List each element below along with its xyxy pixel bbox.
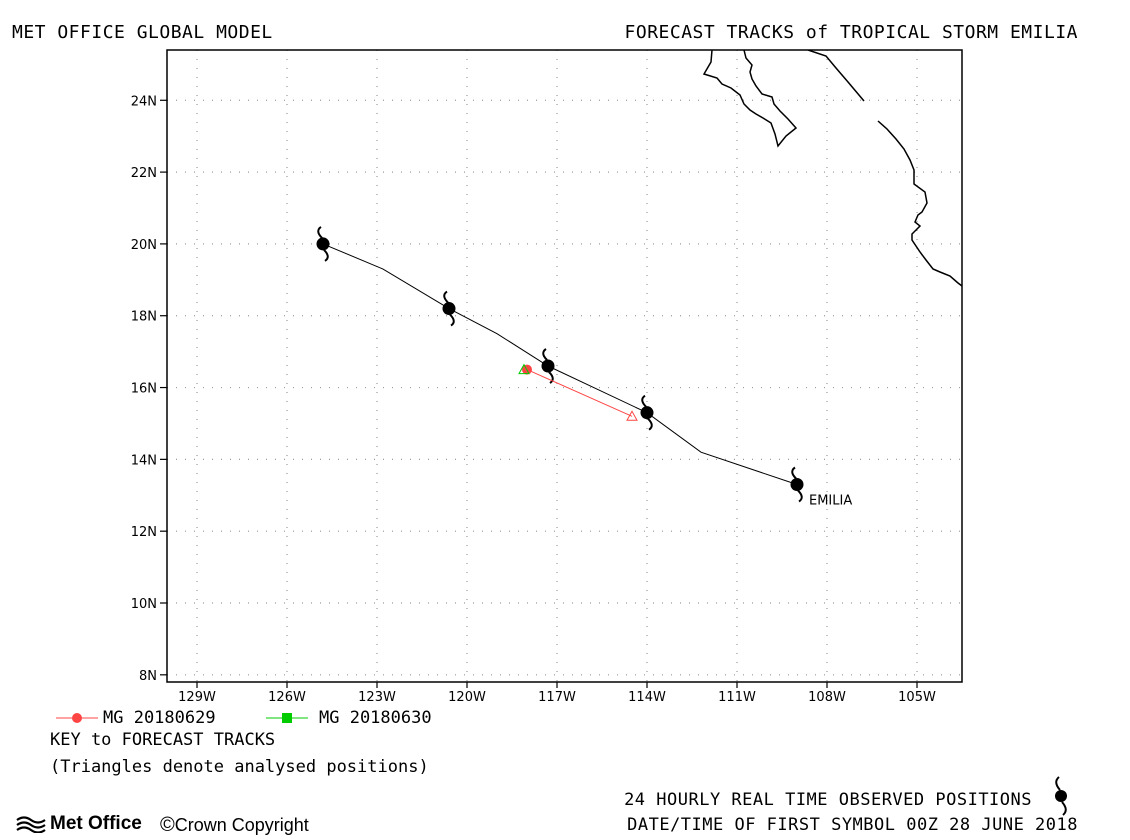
copyright-notice: ©Crown Copyright [160,814,309,837]
key-marker-mg-20180629 [72,713,82,723]
key-label-mg-20180630: MG 20180630 [319,708,432,728]
logo-text: Met Office [50,813,142,834]
observed-position-4 [316,226,330,262]
lat-tick-label-6: 20N [131,238,157,253]
observed-position-0 [790,466,804,503]
key-label-mg-20180629: MG 20180629 [103,708,216,728]
lat-tick-label-0: 8N [139,669,157,684]
observed-position-3 [442,290,456,327]
lat-tick-label-7: 22N [131,166,157,181]
lat-tick-label-4: 16N [131,382,157,397]
lon-tick-label-7: 108W [808,690,846,705]
lon-tick-label-1: 126W [268,690,306,705]
plot-frame [166,49,963,683]
axis-ticks: 8N 10N 12N 14N 16N 18N 20N 22N 24N 129W 126W 123W 12… [131,94,936,705]
key-title: KEY to FORECAST TRACKS [50,730,276,750]
forecast-track-line-0 [526,369,633,417]
lat-tick-label-2: 12N [131,525,157,540]
key-marker-mg-20180630 [282,713,292,723]
met-office-waves-icon [16,816,46,833]
coastline [702,50,962,287]
observed-track-line [322,243,798,485]
lon-tick-label-8: 105W [898,690,936,705]
lon-tick-label-0: 129W [178,690,216,705]
lon-tick-label-6: 111W [718,690,756,705]
met-office-logo: Met Office [16,813,142,835]
grid-lines [167,50,962,682]
lon-tick-label-5: 114W [628,690,666,705]
observed-positions-note: 24 HOURLY REAL TIME OBSERVED POSITIONS [624,790,1032,810]
model-title: MET OFFICE GLOBAL MODEL [12,22,273,43]
first-symbol-datetime: DATE/TIME OF FIRST SYMBOL 00Z 28 JUNE 20… [627,815,1078,835]
baja-california-coast [702,50,798,148]
tracks: EMILIA [316,226,852,509]
observed-position-1 [640,394,654,431]
analysed-position-triangle-1 [518,363,530,375]
copyright-text: Crown Copyright [174,815,309,835]
key-symbols [56,713,308,723]
lon-tick-label-3: 120W [448,690,486,705]
storm-symbol-icon [1055,776,1067,816]
lon-tick-label-4: 117W [538,690,576,705]
lat-tick-label-5: 18N [131,310,157,325]
lat-tick-label-8: 24N [131,94,157,109]
analysed-position-triangle-0 [626,410,638,421]
copyright-icon: © [160,814,175,836]
chart-title: FORECAST TRACKS of TROPICAL STORM EMILIA [624,22,1078,43]
mainland-mexico-coast [807,50,962,287]
lat-tick-label-1: 10N [131,597,157,612]
lat-tick-label-3: 14N [131,453,157,468]
storm-label: EMILIA [809,494,852,509]
lon-tick-label-2: 123W [358,690,396,705]
key-note: (Triangles denote analysed positions) [50,757,429,777]
observed-position-2 [541,348,555,384]
